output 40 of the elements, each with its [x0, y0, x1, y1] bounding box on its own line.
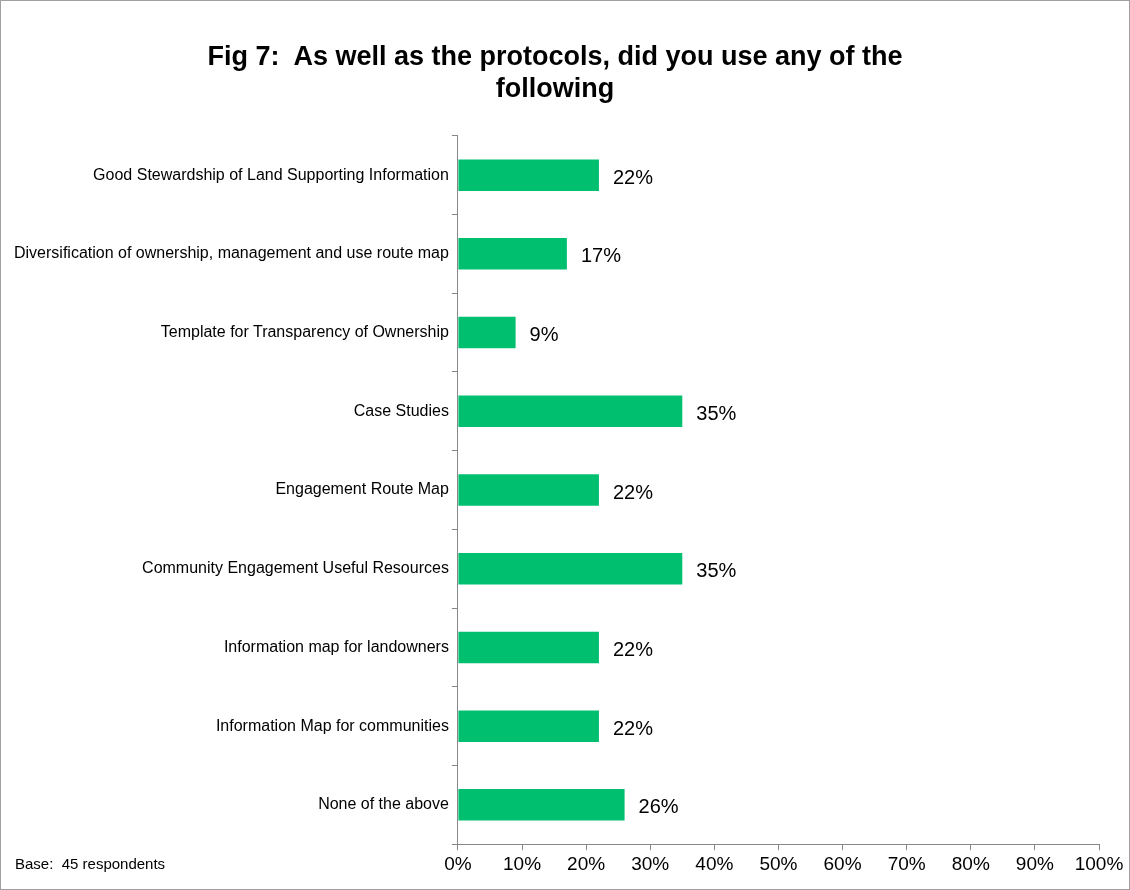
text: Base: 45 respondents: [15, 855, 166, 873]
y-tick-label: Diversification of ownership, management and use route map: [13, 244, 449, 262]
bar: [458, 316, 516, 349]
x-tick-label: 40%: [695, 852, 734, 874]
bar: [458, 474, 599, 506]
data-label: 22%: [612, 637, 654, 660]
y-tick-label: Case Studies: [353, 401, 449, 419]
x-tick-label: 50%: [759, 852, 798, 874]
data-label: 22%: [612, 480, 654, 503]
bar: [458, 238, 567, 270]
x-tick-label: 60%: [823, 852, 862, 874]
x-tick-label: 80%: [951, 852, 990, 874]
x-tick-label: 0%: [444, 852, 472, 874]
data-label: 35%: [696, 401, 737, 424]
y-tick-label: Good Stewardship of Land Supporting Information: [93, 165, 449, 183]
data-label: 9%: [529, 323, 559, 346]
bar: [458, 789, 625, 821]
x-tick-label: 70%: [887, 852, 926, 874]
y-tick-label: Information Map for communities: [215, 716, 449, 734]
y-tick-label: None of the above: [318, 795, 449, 813]
data-label: 22%: [612, 716, 654, 739]
data-label: 22%: [612, 165, 654, 188]
data-label: 17%: [580, 244, 622, 267]
x-tick-label: 100%: [1074, 852, 1124, 874]
x-tick-label: 90%: [1015, 852, 1055, 874]
y-tick-label: Template for Transparency of Ownership: [160, 322, 449, 340]
bar: [458, 710, 599, 742]
x-tick-label: 30%: [631, 852, 670, 874]
bar: [458, 552, 683, 585]
bar: [458, 631, 599, 664]
bar: [458, 395, 683, 428]
data-label: 26%: [638, 795, 679, 818]
data-label: 35%: [696, 559, 737, 582]
y-tick-label: Engagement Route Map: [275, 480, 449, 498]
x-tick-label: 20%: [567, 852, 606, 874]
bar: [458, 159, 599, 191]
y-tick-label: Community Engagement Useful Resources: [142, 559, 449, 577]
chart-title: Fig 7: As well as the protocols, did you use any of the following: [207, 40, 903, 104]
y-tick-label: Information map for landowners: [223, 637, 449, 655]
x-tick-label: 10%: [502, 852, 542, 874]
